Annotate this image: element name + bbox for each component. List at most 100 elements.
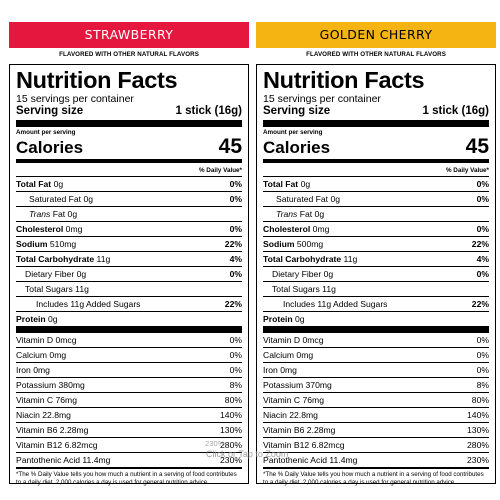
vitamin-dv: 8%: [229, 380, 242, 390]
vitamin-row: Niacin 22.8mg 140%: [263, 407, 489, 422]
vitamin-label: Pantothenic Acid 11.4mg: [16, 455, 111, 465]
vitamin-dv: 0%: [229, 350, 242, 360]
vitamin-row: Niacin 22.8mg 140%: [16, 407, 242, 422]
flavor-subtitle: FLAVORED WITH OTHER NATURAL FLAVORS: [306, 51, 446, 58]
nutrient-name-suffix: Fat: [297, 209, 313, 219]
vitamin-label: Niacin 22.8mg: [16, 410, 71, 420]
vitamin-dv: 280%: [467, 440, 489, 450]
nutrient-name: Cholesterol: [16, 224, 64, 234]
vitamin-dv: 0%: [476, 350, 489, 360]
vitamin-label: Vitamin D 0mcg: [16, 335, 77, 345]
vitamin-row: Calcium 0mg 0%: [16, 347, 242, 362]
serving-size-label: Serving size: [16, 105, 84, 117]
nutrient-row-sodium: Sodium 510mg 22%: [16, 236, 242, 251]
nutrient-name: Total Carbohydrate: [16, 254, 95, 264]
vitamin-row: Vitamin C 76mg 80%: [16, 392, 242, 407]
nutrient-name: Total Fat: [16, 179, 52, 189]
nutrient-row-trans-fat: Trans Fat 0g: [16, 206, 242, 221]
nutrient-dv: 22%: [471, 239, 489, 249]
watermark-percent: 230%: [205, 439, 225, 448]
nutrient-amount: 11g: [343, 254, 358, 264]
vitamin-label: Vitamin C 76mg: [263, 395, 324, 405]
serving-size-value: 1 stick (16g): [175, 105, 242, 117]
nutrient-amount: 0g: [76, 269, 87, 279]
nutrient-dv: 22%: [224, 239, 242, 249]
nutrient-name: Trans: [29, 209, 51, 219]
vitamin-label: Potassium 380mg: [16, 380, 85, 390]
vitamin-label: Vitamin D 0mcg: [263, 335, 324, 345]
nutrient-dv: 0%: [229, 194, 242, 204]
nutrient-name-suffix: Fat: [50, 209, 66, 219]
vitamin-row: Potassium 380mg 8%: [16, 377, 242, 392]
nutrient-name: Cholesterol: [263, 224, 311, 234]
vitamin-dv: 0%: [476, 335, 489, 345]
nutrient-row-saturated-fat: Saturated Fat 0g 0%: [16, 191, 242, 206]
nutrient-dv: 4%: [476, 254, 489, 264]
nutrient-name: Total Carbohydrate: [263, 254, 342, 264]
nutrient-row-protein: Protein 0g: [16, 311, 242, 326]
vitamin-label: Calcium 0mg: [16, 350, 67, 360]
calories-row: Calories 45: [263, 136, 489, 157]
serving-size-row: Serving size 1 stick (16g): [263, 105, 489, 118]
calories-value: 45: [465, 135, 489, 158]
nutrient-row-saturated-fat: Saturated Fat 0g 0%: [263, 191, 489, 206]
divider-medium: [16, 159, 242, 163]
nutrient-dv: 0%: [476, 179, 489, 189]
nutrient-dv: 0%: [229, 269, 242, 279]
nutrient-name: Dietary Fiber: [25, 269, 75, 279]
nutrient-row-protein: Protein 0g: [263, 311, 489, 326]
nutrient-name: Protein: [16, 314, 46, 324]
amount-per-serving: Amount per serving: [16, 129, 76, 136]
nutrient-dv: 0%: [476, 224, 489, 234]
serving-size-row: Serving size 1 stick (16g): [16, 105, 242, 118]
nutrient-dv: 22%: [224, 299, 242, 309]
nutrient-amount: 0g: [314, 209, 325, 219]
nutrient-name: Sodium: [263, 239, 295, 249]
vitamin-label: Pantothenic Acid 11.4mg: [263, 455, 358, 465]
divider-thick: [263, 326, 489, 333]
nutrient-dv: 0%: [229, 224, 242, 234]
nutrient-amount: 0mg: [65, 224, 83, 234]
nutrient-dv: 0%: [476, 269, 489, 279]
nutrient-amount: 0g: [48, 314, 58, 324]
vitamin-dv: 0%: [476, 365, 489, 375]
vitamin-row: Vitamin B6 2.28mg 130%: [263, 422, 489, 437]
zoom-hint[interactable]: Click or Tap to Zoom: [206, 449, 289, 459]
nutrient-dv: 0%: [476, 194, 489, 204]
serving-size-label: Serving size: [263, 105, 331, 117]
nutrient-row-sugars: Total Sugars 11g: [16, 281, 242, 296]
vitamin-dv: 0%: [229, 335, 242, 345]
flavor-banner: GOLDEN CHERRY: [256, 22, 496, 48]
nutrient-name: Dietary Fiber: [272, 269, 322, 279]
vitamin-dv: 8%: [476, 380, 489, 390]
calories-label: Calories: [16, 138, 84, 157]
nutrient-name: Total Sugars: [272, 284, 320, 294]
nutrient-row-added-sugars: Includes 11g Added Sugars 22%: [16, 296, 242, 311]
vitamin-dv: 230%: [220, 455, 242, 465]
label-title: Nutrition Facts: [16, 67, 178, 93]
flavor-banner: STRAWBERRY: [9, 22, 249, 48]
nutrient-row-carbohydrate: Total Carbohydrate 11g 4%: [263, 251, 489, 266]
vitamin-row: Vitamin B12 6.82mcg 280%: [263, 437, 489, 452]
nutrient-amount: 500mg: [296, 239, 324, 249]
nutrition-label: Nutrition Facts 15 servings per containe…: [9, 64, 249, 486]
vitamin-row: Vitamin B6 2.28mg 130%: [16, 422, 242, 437]
nutrient-name: Saturated Fat: [276, 194, 329, 204]
vitamin-label: Vitamin B12 6.82mcg: [16, 440, 98, 450]
calories-value: 45: [218, 135, 242, 158]
vitamin-row: Calcium 0mg 0%: [263, 347, 489, 362]
vitamin-label: Vitamin B12 6.82mcg: [263, 440, 345, 450]
nutrient-amount: 510mg: [49, 239, 77, 249]
vitamin-dv: 280%: [220, 440, 242, 450]
divider-thick: [16, 120, 242, 127]
vitamin-dv: 140%: [467, 410, 489, 420]
nutrient-amount: 11g: [75, 284, 89, 294]
nutrient-amount: 0g: [330, 194, 341, 204]
nutrient-name: Sodium: [16, 239, 48, 249]
nutrient-name: Protein: [263, 314, 293, 324]
nutrient-dv: 0%: [229, 179, 242, 189]
vitamin-row: Vitamin C 76mg 80%: [263, 392, 489, 407]
vitamin-label: Vitamin B6 2.28mg: [263, 425, 336, 435]
nutrient-row-carbohydrate: Total Carbohydrate 11g 4%: [16, 251, 242, 266]
vitamin-row: Pantothenic Acid 11.4mg 230%: [263, 452, 489, 467]
